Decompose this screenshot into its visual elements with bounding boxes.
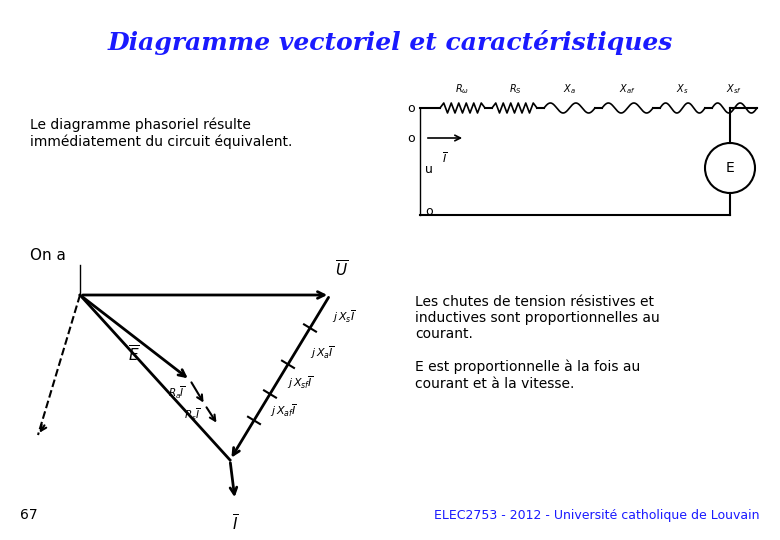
- Text: $\overline{U}$: $\overline{U}$: [335, 260, 348, 280]
- Text: o: o: [407, 132, 415, 145]
- Text: $j\,X_{af}\overline{I}$: $j\,X_{af}\overline{I}$: [270, 402, 297, 418]
- Text: 67: 67: [20, 508, 37, 522]
- Text: $\overline{E}$: $\overline{E}$: [129, 345, 140, 365]
- Text: o: o: [425, 205, 433, 218]
- Text: $j\,X_a\overline{I}$: $j\,X_a\overline{I}$: [310, 345, 334, 361]
- Text: $\overline{I}$: $\overline{I}$: [442, 150, 448, 165]
- Text: $R_s\overline{I}$: $R_s\overline{I}$: [183, 407, 200, 423]
- Text: E: E: [725, 161, 735, 175]
- Text: $\overline{I}$: $\overline{I}$: [232, 514, 238, 534]
- Text: Le diagramme phasoriel résulte
immédiatement du circuit équivalent.: Le diagramme phasoriel résulte immédiate…: [30, 118, 292, 149]
- Text: $X_{af}$: $X_{af}$: [619, 82, 635, 96]
- Text: $X_{sf}$: $X_{sf}$: [726, 82, 742, 96]
- Text: Diagramme vectoriel et caractéristiques: Diagramme vectoriel et caractéristiques: [108, 30, 672, 55]
- Text: $j\,X_{sf}\overline{I}$: $j\,X_{sf}\overline{I}$: [287, 374, 313, 390]
- Text: $R_S$: $R_S$: [509, 82, 521, 96]
- Text: $R_\omega$: $R_\omega$: [455, 82, 469, 96]
- Text: On a: On a: [30, 248, 66, 263]
- Text: E est proportionnelle à la fois au
courant et à la vitesse.: E est proportionnelle à la fois au coura…: [415, 360, 640, 391]
- Text: $j\,X_s\overline{I}$: $j\,X_s\overline{I}$: [332, 308, 356, 325]
- Text: u: u: [425, 163, 433, 176]
- Text: o: o: [407, 102, 415, 114]
- Text: $X_a$: $X_a$: [562, 82, 576, 96]
- Text: ELEC2753 - 2012 - Université catholique de Louvain: ELEC2753 - 2012 - Université catholique …: [434, 509, 760, 522]
- Text: Les chutes de tension résistives et
inductives sont proportionnelles au
courant.: Les chutes de tension résistives et indu…: [415, 295, 660, 341]
- Text: $X_s$: $X_s$: [675, 82, 688, 96]
- Text: $R_a\overline{I}$: $R_a\overline{I}$: [168, 384, 185, 401]
